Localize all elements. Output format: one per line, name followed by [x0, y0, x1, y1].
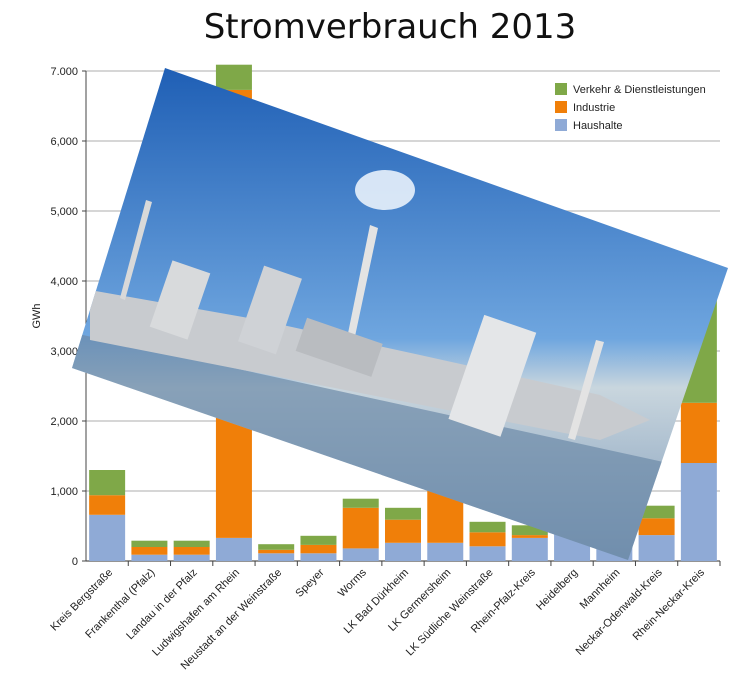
bar-segment: [385, 543, 421, 561]
bar-segment: [639, 518, 675, 535]
bar-segment: [470, 532, 506, 546]
bar-segment: [385, 520, 421, 543]
y-tick-label: 7.000: [50, 66, 78, 78]
y-tick-label: 0: [72, 556, 78, 568]
bar-segment: [131, 555, 167, 561]
bar-segment: [174, 547, 210, 555]
bar-segment: [258, 550, 294, 554]
bar-segment: [512, 538, 548, 561]
y-tick-label: 4,000: [50, 276, 78, 288]
bar-segment: [470, 522, 506, 533]
bar-segment: [639, 535, 675, 561]
legend-label: Industrie: [573, 102, 615, 114]
bar-segment: [131, 541, 167, 547]
legend-swatch: [555, 119, 567, 131]
legend-label: Verkehr & Dienstleistungen: [573, 84, 706, 96]
bar-segment: [216, 538, 252, 561]
x-tick-label: Speyer: [293, 566, 326, 599]
x-tick-label: Mannheim: [578, 567, 623, 612]
y-tick-label: 5,000: [50, 206, 78, 218]
bar-segment: [427, 543, 463, 561]
bar-segment: [258, 553, 294, 561]
page: {"chart_data": {"type": "stacked_bar", "…: [0, 0, 729, 696]
x-tick-label: Heidelberg: [534, 567, 580, 613]
bar-segment: [89, 495, 125, 515]
bar-segment: [512, 535, 548, 538]
bar-segment: [174, 541, 210, 547]
chart-title: Stromverbrauch 2013: [204, 7, 577, 47]
x-tick-label: Landau in der Pfalz: [124, 567, 200, 643]
bar-segment: [174, 555, 210, 561]
bar-segment: [681, 463, 717, 561]
y-tick-label: 2,000: [50, 416, 78, 428]
x-tick-label: Rhein-Neckar-Kreis: [631, 566, 708, 643]
x-tick-label: Ludwigshafen am Rhein: [150, 567, 242, 659]
bar-segment: [300, 536, 336, 545]
legend-swatch: [555, 83, 567, 95]
bar-segment: [258, 544, 294, 550]
bar-segment: [216, 65, 252, 90]
chart: Stromverbrauch 2013 GWh 0 1,000 2,000 3,000…: [0, 0, 729, 696]
bar-segment: [343, 499, 379, 508]
bar-segment: [385, 508, 421, 520]
legend-label: Haushalte: [573, 120, 623, 132]
legend-swatch: [555, 101, 567, 113]
bar-segment: [343, 508, 379, 549]
y-tick-label: 3,000: [50, 346, 78, 358]
bar-segment: [470, 546, 506, 561]
bar-segment: [343, 548, 379, 561]
x-tick-label: Worms: [336, 566, 369, 599]
bar-segment: [131, 547, 167, 555]
bar-segment: [681, 403, 717, 463]
y-tick-label: 6,000: [50, 136, 78, 148]
bar-segment: [89, 515, 125, 561]
y-tick-label: 1,000: [50, 486, 78, 498]
bar-segment: [89, 470, 125, 495]
bar-segment: [300, 553, 336, 561]
x-tick-label: LK Südliche Weinstraße: [404, 567, 496, 659]
bar-segment: [300, 545, 336, 553]
y-axis-label: GWh: [31, 303, 43, 328]
x-tick-label: Neckar-Odenwald-Kreis: [574, 566, 665, 657]
